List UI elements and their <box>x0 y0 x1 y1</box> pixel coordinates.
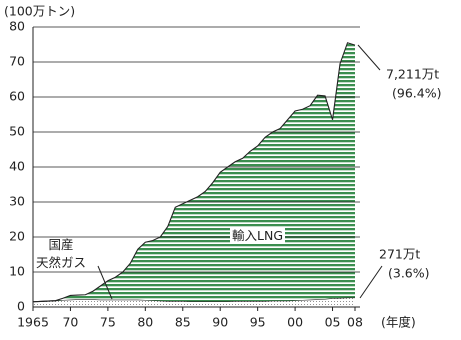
y-tick-label: 80 <box>9 19 25 34</box>
y-tick-label: 40 <box>9 159 25 174</box>
x-axis-label: (年度) <box>381 315 416 330</box>
y-tick-label: 0 <box>17 299 25 314</box>
annotation: (96.4%) <box>392 86 441 101</box>
y-tick-label: 30 <box>9 194 25 209</box>
leader-line <box>359 265 383 299</box>
series-label: 国産 天然ガス <box>36 237 87 270</box>
x-tick-label: 85 <box>175 315 191 330</box>
y-tick-label: 10 <box>9 264 25 279</box>
annotation: 7,211万t <box>386 67 439 82</box>
y-tick-label: 50 <box>9 124 25 139</box>
series-label: 輸入LNG <box>230 228 286 244</box>
x-tick-label: 70 <box>62 315 78 330</box>
x-tick-label: 08 <box>347 315 363 330</box>
y-axis-label: (100万トン) <box>4 4 75 19</box>
x-tick-label: 95 <box>250 315 266 330</box>
x-tick-label: 1965 <box>17 315 49 330</box>
annotation: 271万t <box>379 247 420 262</box>
area-outline <box>32 42 356 303</box>
x-tick-label: 90 <box>212 315 228 330</box>
leader-line <box>97 265 113 300</box>
y-tick-label: 70 <box>9 54 25 69</box>
annotation: (3.6%) <box>388 266 430 281</box>
x-tick-label: 05 <box>325 315 341 330</box>
x-tick-label: 75 <box>100 315 116 330</box>
x-tick-label: 80 <box>137 315 153 330</box>
y-tick-label: 60 <box>9 89 25 104</box>
leader-line <box>357 44 381 71</box>
y-tick-label: 20 <box>9 229 25 244</box>
x-tick-label: 00 <box>287 315 303 330</box>
